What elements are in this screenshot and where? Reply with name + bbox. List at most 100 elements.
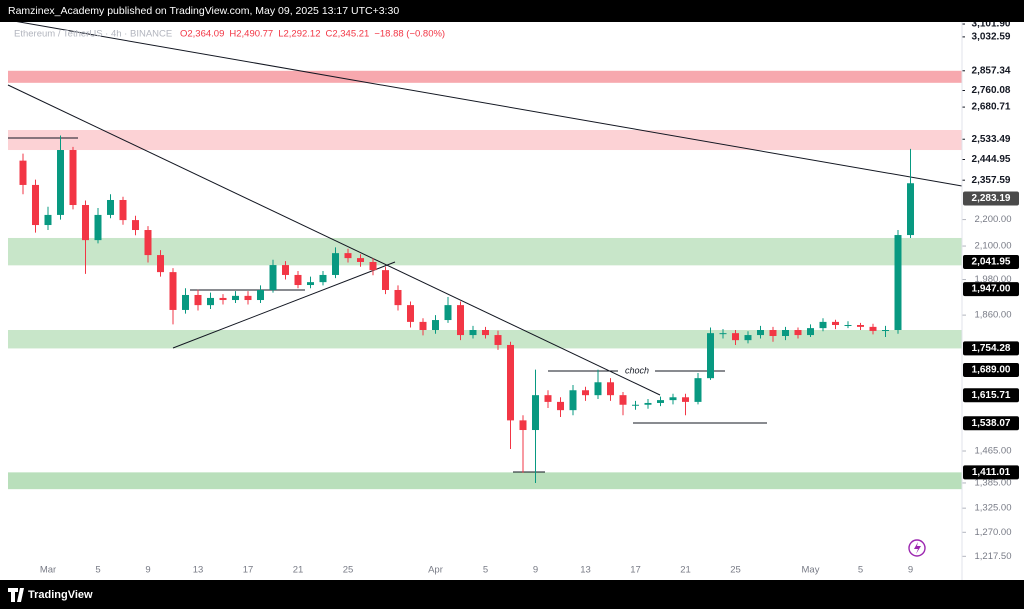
x-tick-label: 21: [293, 565, 304, 576]
level-label: 1,411.01: [972, 467, 1011, 478]
level-box: [963, 416, 1019, 431]
zone: [8, 70, 962, 83]
x-tick-label: 5: [95, 565, 100, 576]
candle-body: [894, 235, 902, 331]
candle-body: [432, 320, 439, 331]
candle-body: [707, 333, 714, 379]
candle-body: [582, 390, 589, 396]
publisher: Ramzinex_Academy published on TradingVie…: [8, 5, 399, 17]
level-label: 2,041.95: [972, 257, 1011, 268]
x-tick-label: May: [802, 565, 820, 576]
candle-body: [844, 325, 852, 327]
y-tick-label: 1,325.00: [975, 503, 1012, 514]
candle-body: [357, 258, 364, 262]
candle-body: [569, 390, 577, 411]
trend-line: [7, 84, 661, 396]
brand: TradingView: [28, 589, 93, 601]
candle-body: [757, 330, 764, 336]
candle-body: [394, 289, 402, 306]
level-label: 2,760.08: [972, 85, 1011, 96]
ohlc-value: C2,345.21: [325, 29, 369, 40]
candle-body: [444, 305, 452, 321]
candle-body: [907, 183, 914, 236]
candle-body: [332, 253, 339, 275]
level-label: 1,689.00: [972, 365, 1011, 376]
top-bar: [0, 0, 1024, 22]
x-tick-label: 9: [145, 565, 150, 576]
level-label: 1,615.71: [972, 390, 1011, 401]
candle-body: [382, 270, 389, 290]
candle-body: [557, 401, 564, 411]
ohlc-value: H2,490.77: [229, 29, 273, 40]
candle-body: [519, 420, 527, 431]
level-box: [963, 465, 1019, 480]
candle-body: [132, 220, 139, 231]
candle-body: [732, 333, 739, 341]
candle-body: [607, 382, 614, 396]
candle-body: [869, 326, 877, 331]
candle-body: [832, 321, 839, 326]
trend-line: [7, 19, 963, 187]
level-label: 2,444.95: [972, 154, 1011, 165]
candle-body: [507, 344, 514, 421]
y-tick-label: 1,980.00: [975, 274, 1012, 285]
zone: [8, 129, 962, 151]
level-label: 2,680.71: [972, 102, 1011, 113]
bottom-bar: [0, 580, 1024, 609]
candle-body: [19, 160, 27, 185]
candle-body: [69, 150, 77, 206]
x-tick-label: 17: [630, 565, 641, 576]
y-tick-label: 2,100.00: [975, 241, 1012, 252]
candle-body: [669, 397, 677, 401]
candle-body: [419, 321, 427, 331]
y-axis: 2,200.00 2,100.00 1,980.00 1,860.00 1,465.00…: [962, 19, 1019, 562]
candle-body: [182, 294, 189, 310]
candle-body: [307, 282, 314, 286]
symbol: Ethereum / TetherUS · 4h · BINANCE: [14, 29, 172, 40]
candle-body: [169, 272, 177, 310]
candle-body: [744, 335, 752, 341]
brand-logo: [8, 588, 24, 602]
candle-body: [682, 397, 689, 402]
x-tick-label: 17: [243, 565, 254, 576]
level-label: 2,533.49: [972, 134, 1011, 145]
level-label: 1,947.00: [972, 284, 1011, 295]
level-label: 2,857.34: [972, 65, 1011, 76]
trend-line: [172, 261, 396, 349]
level-label: 2,283.19: [972, 193, 1011, 204]
candle-body: [319, 274, 327, 283]
y-tick-label: 1,860.00: [975, 310, 1012, 321]
level-label: 3,101.90: [972, 19, 1011, 30]
level-box: [963, 363, 1019, 378]
candle-body: [257, 289, 264, 301]
candle-body: [57, 150, 64, 215]
y-tick-label: 1,217.50: [975, 551, 1012, 562]
candle-body: [94, 214, 102, 241]
level-box: [963, 255, 1019, 270]
candle-body: [294, 274, 302, 286]
candle-body: [794, 330, 802, 336]
candle-body: [244, 295, 252, 301]
candle-body: [882, 330, 889, 332]
candle-body: [207, 297, 214, 306]
level-box: [963, 341, 1019, 356]
level-label: 2,357.59: [972, 175, 1011, 186]
candle-body: [819, 321, 827, 329]
y-tick-label: 1,270.00: [975, 527, 1012, 538]
zone: [8, 472, 962, 490]
level-box: [963, 388, 1019, 403]
candle-body: [219, 297, 227, 301]
x-axis: Mar 5 9 13 17 21 25 Apr 5 9 13 17 21 25 May 5 9: [40, 565, 913, 576]
candle-body: [194, 294, 202, 306]
candle-body: [344, 253, 352, 259]
candle-body: [719, 333, 727, 335]
x-tick-label: 9: [908, 565, 913, 576]
ohlc: O2,364.09 H2,490.77 L2,292.12 C2,345.21 −18.…: [180, 29, 445, 40]
candle-body: [232, 295, 239, 301]
x-tick-label: Apr: [428, 565, 443, 576]
candle-body: [469, 330, 477, 336]
candle-body: [282, 265, 289, 275]
level-label: 1,754.28: [972, 343, 1011, 354]
